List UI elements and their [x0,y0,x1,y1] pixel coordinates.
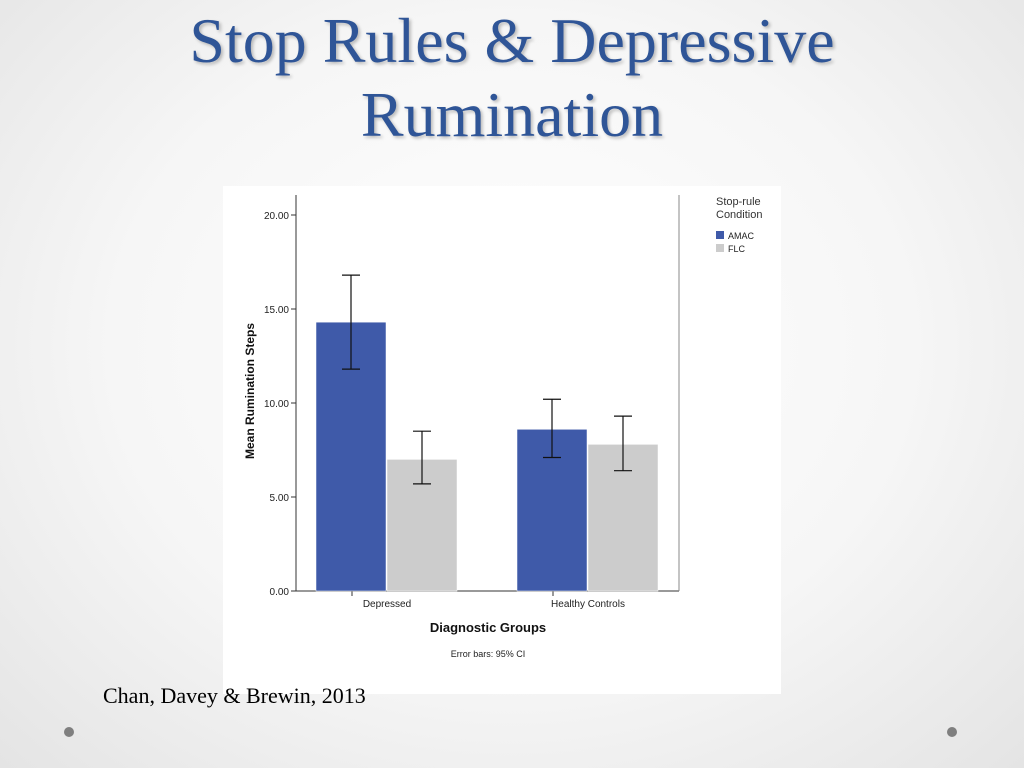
error-bars-note: Error bars: 95% CI [451,649,526,659]
y-tick-label: 0.00 [270,587,290,598]
x-axis-title: Diagnostic Groups [430,620,546,635]
slide-title-line-1: Stop Rules & Depressive [189,5,835,76]
chart-panel: 0.00 5.00 10.00 15.00 20.00 Depressed Healthy … [223,186,781,694]
x-tick-label: Healthy Controls [551,599,625,610]
legend-title-line-1: Stop-rule [716,196,761,208]
citation: Chan, Davey & Brewin, 2013 [103,683,366,708]
y-tick-label: 5.00 [270,493,290,504]
legend-swatch-flc [716,244,724,252]
slide-title: Stop Rules & Depressive Rumination [0,4,1024,152]
bar-chart: 0.00 5.00 10.00 15.00 20.00 Depressed Healthy … [243,195,762,659]
legend-label-amac: AMAC [728,231,755,241]
slide-decoration-dot-left [64,727,74,737]
slide-decoration-dot-right [947,727,957,737]
y-tick-label: 15.00 [264,305,289,316]
legend-swatch-amac [716,231,724,239]
y-tick-label: 20.00 [264,211,289,222]
legend-title-line-2: Condition [716,209,762,221]
slide-title-line-2: Rumination [360,79,664,150]
y-axis-title: Mean Rumination Steps [243,323,257,459]
x-tick-label: Depressed [363,599,411,610]
y-tick-label: 10.00 [264,399,289,410]
legend-label-flc: FLC [728,244,746,254]
